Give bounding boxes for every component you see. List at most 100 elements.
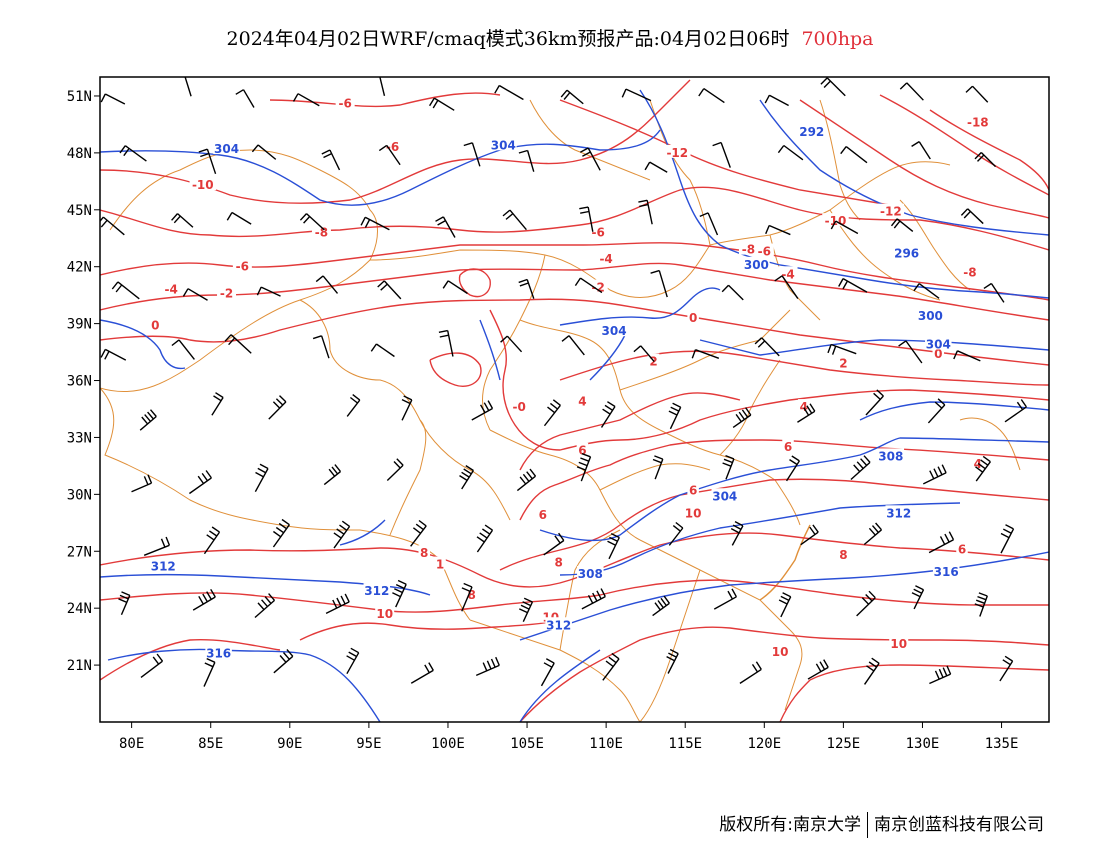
temperature-label: -8 [315, 226, 328, 240]
temperature-label: 6 [784, 440, 792, 454]
wind-barb [820, 77, 846, 97]
wind-barb [668, 521, 684, 546]
wind-barb [256, 286, 281, 297]
temperature-label: -6 [338, 97, 351, 111]
footer-company: 南京创蓝科技有限公司 [874, 815, 1044, 835]
temperature-label-bg [683, 505, 703, 519]
wind-barb [378, 144, 401, 166]
lat-tick-label: 45N [67, 203, 92, 219]
wind-barb [863, 657, 880, 685]
wind-barb [370, 343, 395, 358]
wind-barb [211, 392, 224, 416]
temperature-label: 6 [689, 484, 697, 498]
height-label: 304 [214, 142, 239, 156]
temperature-label-bg [972, 456, 984, 469]
wind-barb [143, 536, 171, 556]
wind-barb [435, 216, 456, 238]
wind-barb [100, 216, 125, 236]
temperature-label: 10 [772, 645, 789, 659]
temperature-label: 10 [890, 637, 907, 651]
wind-barb [182, 288, 208, 301]
wind-barb [543, 532, 565, 556]
temperature-label: 2 [839, 356, 847, 370]
wind-barb [140, 653, 164, 679]
temperature-label-bg [664, 144, 691, 158]
height-contours [100, 89, 1049, 722]
temperature-label-bg [822, 213, 849, 227]
temperature-label: 1 [436, 558, 444, 572]
wind-barb [965, 85, 989, 103]
temperature-label-bg [149, 317, 162, 331]
lat-tick-label: 36N [67, 374, 92, 390]
lat-tick-label: 42N [67, 260, 92, 276]
wind-barb [800, 524, 819, 546]
lon-tick-label: 100E [431, 736, 465, 752]
wind-barb [540, 658, 555, 687]
temperature-label: -2 [220, 286, 233, 300]
wind-barb [315, 275, 339, 294]
height-label-bg [925, 336, 952, 350]
wind-barb [838, 277, 868, 293]
temperature-label-bg [932, 345, 945, 359]
wind-barb [401, 395, 413, 421]
height-label-bg [893, 245, 920, 259]
height-label-bg [885, 505, 912, 519]
temperature-label-bg [960, 264, 980, 278]
temperature-label-bg [588, 224, 608, 238]
wind-barb [699, 212, 719, 236]
lon-tick-label: 95E [356, 736, 381, 752]
temperature-label-bg [537, 507, 549, 521]
wind-barb [999, 655, 1014, 682]
temperature-labels: -6-6-10-12-18-8 -6-6-4-4 -2 -20-0-8-10-12-6… [149, 95, 992, 659]
height-label: 316 [206, 647, 231, 661]
wind-barb [974, 592, 988, 617]
latitude-axis: 21N 24N 27N 30N 33N 36N 39N 42N 45N 48N 51N [67, 89, 100, 674]
lon-tick-label: 125E [827, 736, 861, 752]
lat-tick-label: 51N [67, 89, 92, 105]
wind-barb [863, 522, 883, 546]
temperature-label: 0 [689, 311, 697, 325]
footer-credit: 版权所有:南京大学 南京创蓝科技有限公司 [719, 810, 1044, 838]
temperature-label-bg [588, 279, 608, 293]
temperature-label-bg [956, 541, 968, 555]
wind-barb [638, 199, 653, 225]
height-label: 308 [578, 567, 603, 581]
temperature-label-bg [778, 266, 798, 280]
wind-barb [730, 520, 744, 546]
wind-barb [292, 93, 320, 107]
lon-tick-label: 120E [747, 736, 781, 752]
wind-barb [171, 339, 195, 360]
wind-barb [459, 465, 474, 490]
temperature-label-bg [782, 438, 794, 452]
temperature-label: -0 [512, 400, 525, 414]
height-label: 300 [918, 309, 943, 323]
temperature-label-bg [964, 114, 992, 128]
height-label: 292 [799, 125, 824, 139]
temperature-label-bg [687, 482, 699, 496]
wind-barb [913, 283, 940, 299]
wind-barb [850, 455, 871, 480]
wind-barb [732, 407, 752, 429]
wind-barb [429, 97, 455, 111]
wind-barb [668, 402, 682, 430]
height-label-bg [213, 141, 240, 155]
chart-title: 2024年04月02日WRF/cmaq模式36km预报产品:04月02日06时 7… [0, 24, 1100, 51]
temperature-label-bg [418, 545, 430, 559]
temperature-label: -6 [236, 260, 249, 274]
temperature-label: -10 [192, 178, 214, 192]
wind-barb [268, 395, 287, 420]
wind-barb [323, 464, 342, 486]
wind-barb [890, 218, 914, 232]
footer-separator [867, 812, 868, 838]
height-label-bg [917, 308, 944, 322]
temperature-label: -12 [880, 205, 902, 219]
temperature-label: -6 [386, 140, 399, 154]
wind-barb [713, 588, 738, 610]
wind-barb [360, 216, 390, 231]
lon-tick-label: 135E [985, 736, 1019, 752]
wind-barb [476, 524, 494, 553]
wind-barb [100, 348, 127, 361]
wind-barb [785, 455, 800, 482]
temperature-label-bg [837, 547, 850, 561]
temperature-label-bg [189, 177, 217, 191]
